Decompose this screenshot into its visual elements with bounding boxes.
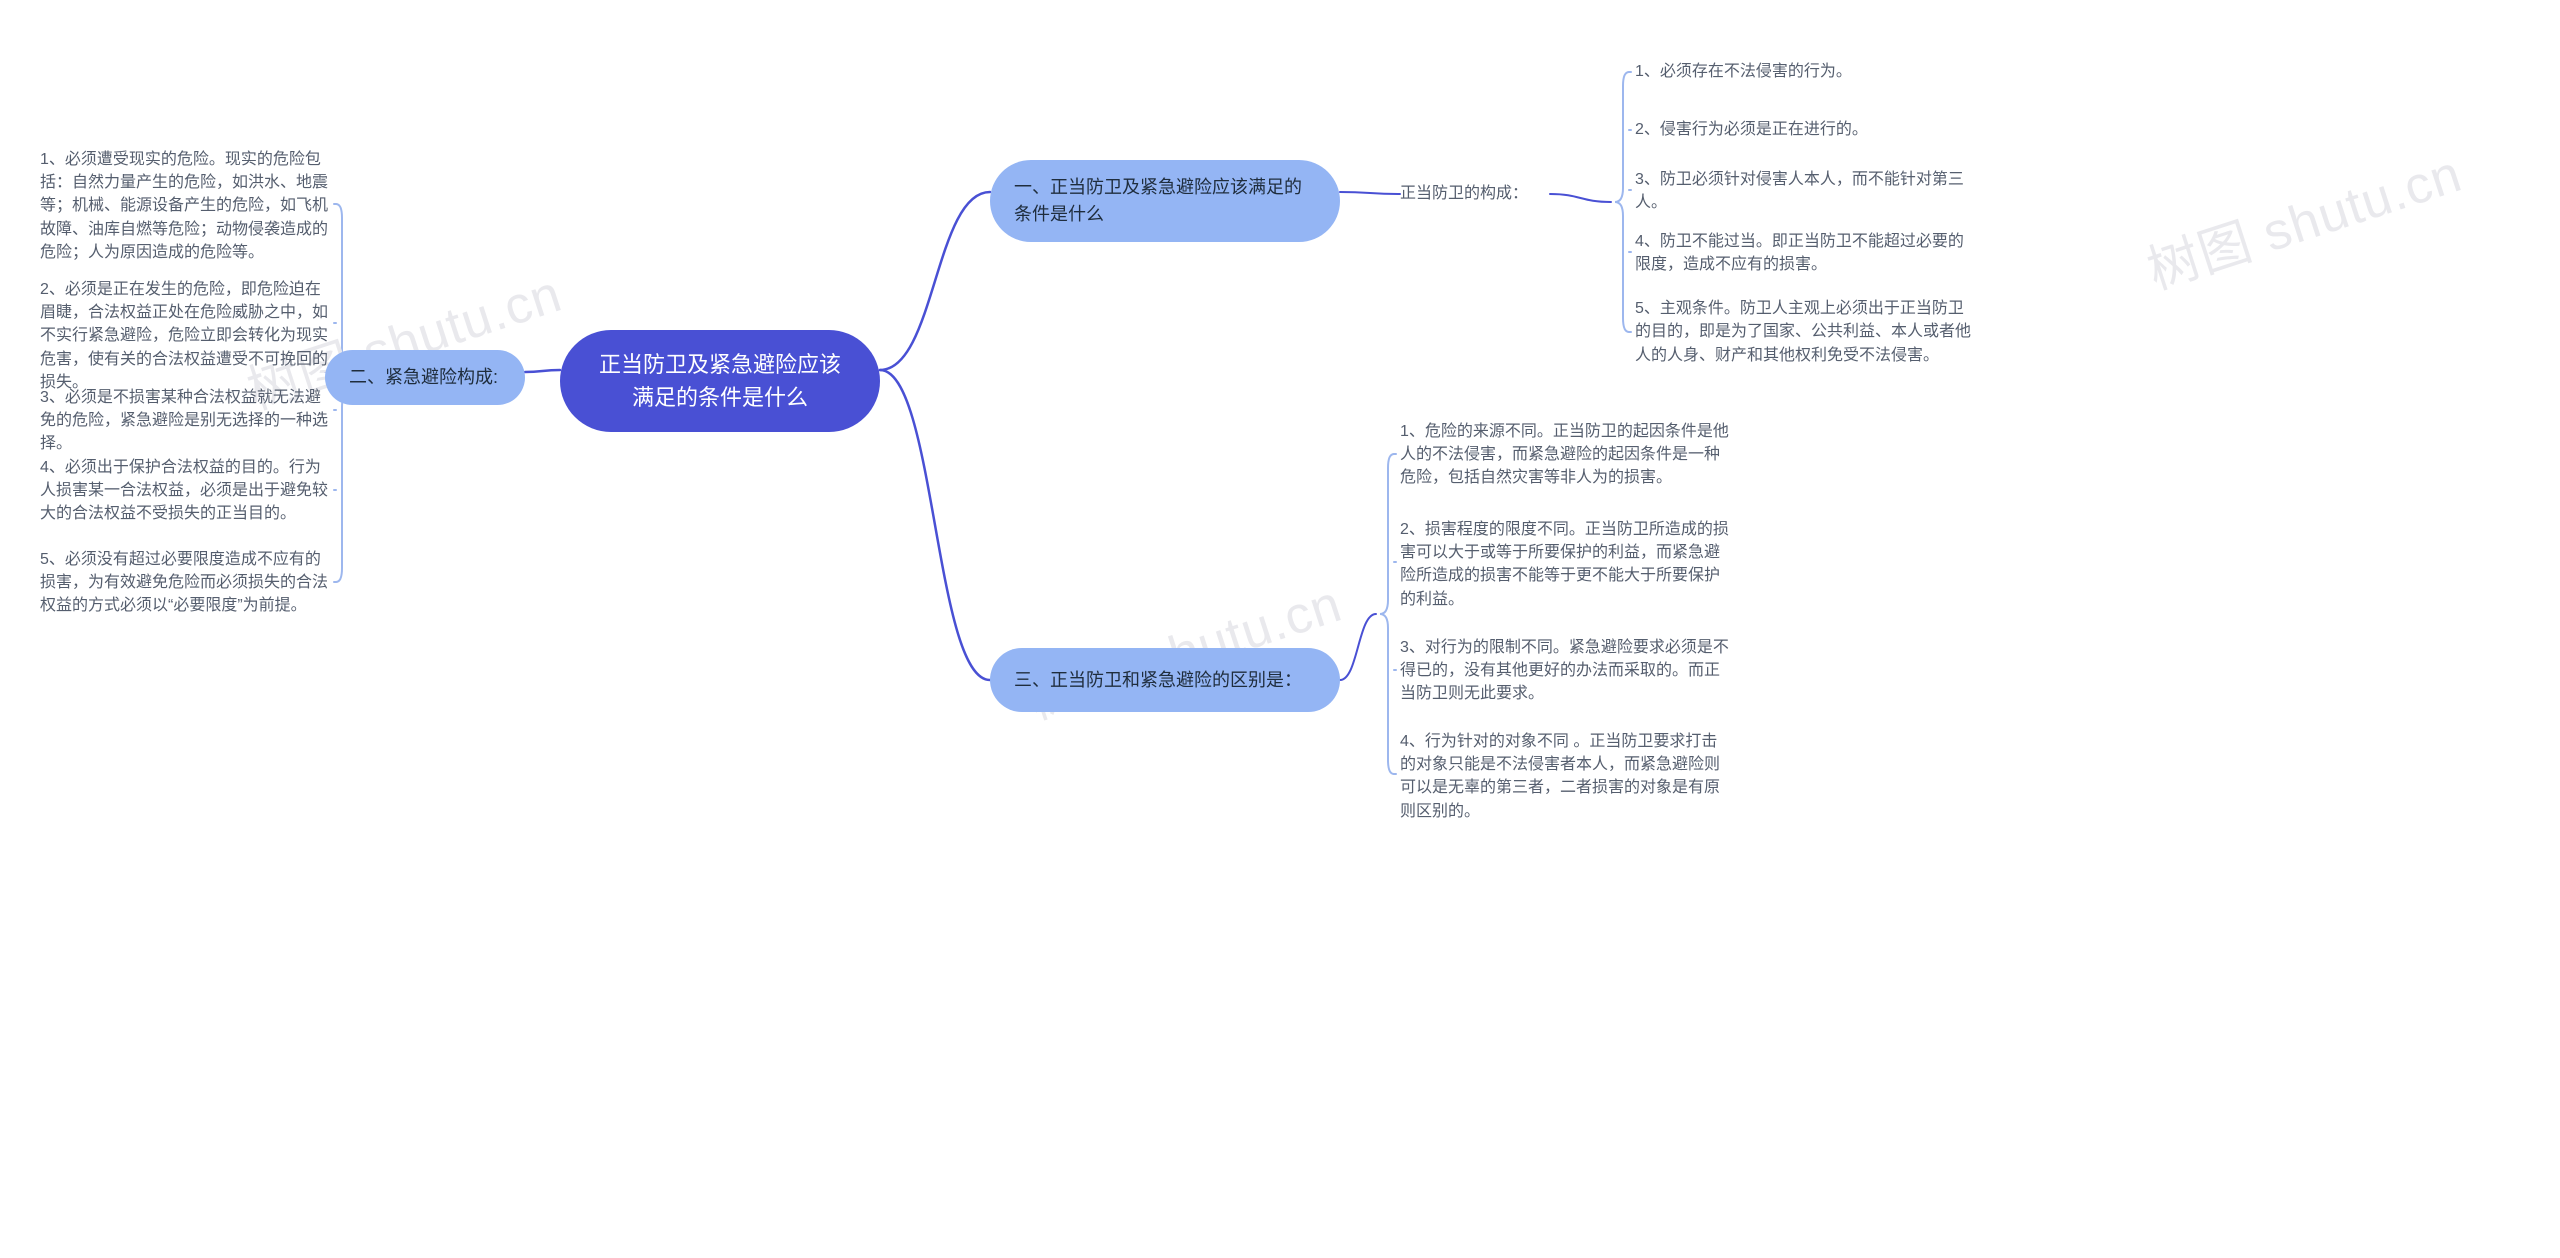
leaf: 1、必须存在不法侵害的行为。 xyxy=(1635,60,1935,84)
branch-emergency: 二、紧急避险构成: xyxy=(325,350,525,405)
leaf: 3、必须是不损害某种合法权益就无法避免的危险，紧急避险是别无选择的一种选择。 xyxy=(40,386,330,456)
leaf: 4、必须出于保护合法权益的目的。行为人损害某一合法权益，必须是出于避免较大的合法… xyxy=(40,456,330,526)
branch-difference: 三、正当防卫和紧急避险的区别是： xyxy=(990,648,1340,712)
leaf: 2、必须是正在发生的危险，即危险迫在眉睫，合法权益正处在危险威胁之中，如不实行紧… xyxy=(40,278,330,394)
leaf: 4、行为针对的对象不同 。正当防卫要求打击的对象只能是不法侵害者本人，而紧急避险… xyxy=(1400,730,1730,823)
branch-conditions: 一、正当防卫及紧急避险应该满足的条件是什么 xyxy=(990,160,1340,242)
leaf: 3、防卫必须针对侵害人本人，而不能针对第三人。 xyxy=(1635,168,1965,214)
sub-defense-composition: 正当防卫的构成： xyxy=(1400,182,1550,206)
leaf: 5、必须没有超过必要限度造成不应有的损害，为有效避免危险而必须损失的合法权益的方… xyxy=(40,548,330,618)
leaf: 4、防卫不能过当。即正当防卫不能超过必要的限度，造成不应有的损害。 xyxy=(1635,230,1965,276)
watermark: 树图 shutu.cn xyxy=(2136,131,2469,303)
leaf: 1、危险的来源不同。正当防卫的起因条件是他人的不法侵害，而紧急避险的起因条件是一… xyxy=(1400,420,1730,490)
leaf: 2、侵害行为必须是正在进行的。 xyxy=(1635,118,1935,142)
leaf: 3、对行为的限制不同。紧急避险要求必须是不得已的，没有其他更好的办法而采取的。而… xyxy=(1400,636,1730,706)
leaf: 1、必须遭受现实的危险。现实的危险包括：自然力量产生的危险，如洪水、地震等；机械… xyxy=(40,148,330,264)
mindmap-root: 正当防卫及紧急避险应该满足的条件是什么 xyxy=(560,330,880,432)
leaf: 5、主观条件。防卫人主观上必须出于正当防卫的目的，即是为了国家、公共利益、本人或… xyxy=(1635,290,1975,374)
leaf: 2、损害程度的限度不同。正当防卫所造成的损害可以大于或等于所要保护的利益，而紧急… xyxy=(1400,518,1730,611)
